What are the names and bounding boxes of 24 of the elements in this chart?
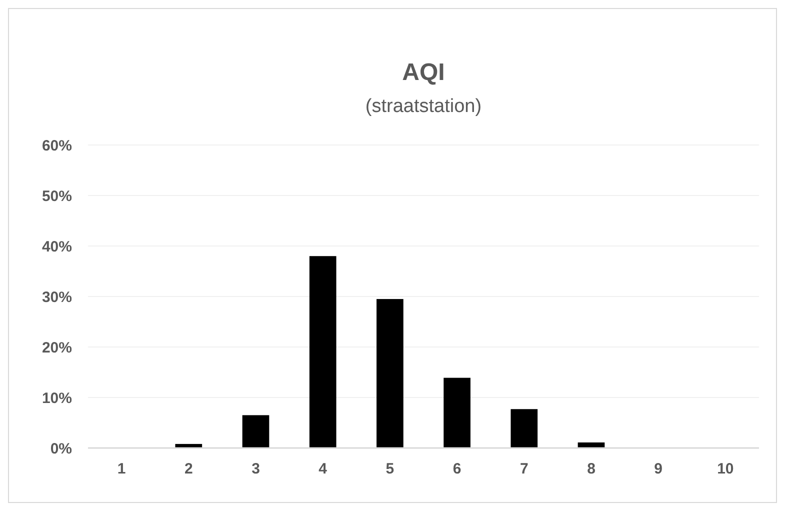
chart-subtitle: (straatstation) — [365, 96, 482, 117]
bar — [444, 378, 470, 448]
x-tick-label: 1 — [117, 460, 126, 478]
chart-title: AQI — [402, 59, 445, 86]
x-tick-label: 10 — [717, 460, 734, 478]
x-tick-label: 2 — [184, 460, 193, 478]
bar — [309, 256, 336, 448]
y-tick-label: 0% — [50, 440, 72, 458]
x-tick-label: 6 — [452, 460, 462, 478]
y-tick-label: 10% — [42, 390, 72, 407]
y-tick-label: 30% — [42, 288, 72, 306]
bar — [242, 415, 270, 448]
bar — [510, 409, 538, 448]
y-tick-label: 60% — [42, 137, 72, 154]
y-tick-label: 40% — [42, 238, 72, 256]
x-tick-label: 5 — [386, 460, 394, 478]
bar — [376, 299, 404, 448]
x-tick-label: 3 — [252, 460, 260, 478]
x-tick-label: 7 — [520, 460, 528, 478]
x-tick-label: 9 — [654, 460, 663, 478]
y-tick-label: 20% — [42, 339, 72, 356]
x-tick-label: 8 — [587, 460, 596, 478]
y-tick-label: 50% — [42, 188, 72, 205]
x-tick-label: 4 — [318, 460, 328, 478]
